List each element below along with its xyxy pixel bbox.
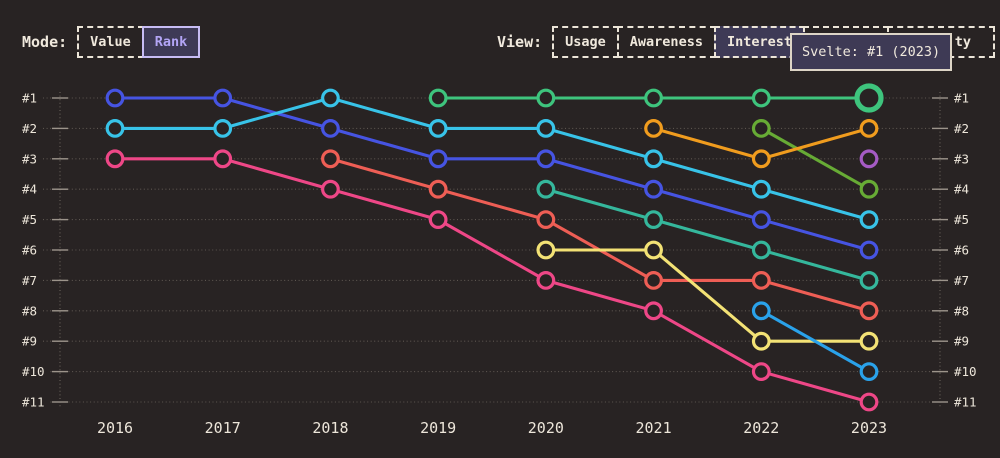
chart-point-pink-2020[interactable] [536,271,556,290]
rank-label-right: #10 [954,364,977,379]
chart-point-Svelte-2019[interactable] [428,88,448,108]
chart-line-pink [113,157,871,404]
chart-tooltip: Svelte: #1 (2023) [790,33,953,71]
chart-point-teal-2021[interactable] [644,210,663,230]
chart-point-teal-2020[interactable] [536,179,556,199]
rank-label-right: #2 [954,121,969,136]
year-label-2016: 2016 [97,419,133,437]
chart-point-teal-2022[interactable] [751,240,771,260]
chart-point-lime-2023[interactable] [859,179,879,199]
chart-point-orange-2021[interactable] [644,118,663,138]
chart-point-lime-2022[interactable] [751,118,771,138]
rank-label-left: #2 [22,121,37,136]
rank-label-right: #5 [954,212,969,227]
mode-toggle-group: Mode: Value Rank [22,26,201,58]
rank-label-left: #9 [22,334,37,349]
year-label-2021: 2021 [636,419,672,437]
chart-point-pink-2019[interactable] [428,210,448,230]
chart-line-teal [544,187,871,282]
chart-line-lime [759,126,871,191]
chart-line-cyan [113,96,871,222]
chart-point-yellow-2022[interactable] [751,331,771,351]
rank-label-left: #7 [22,273,37,288]
chart-point-blue-2018[interactable] [321,118,340,138]
chart-point-yellow-2023[interactable] [859,331,879,351]
rank-label-right: #6 [954,243,969,258]
chart-point-blue-2016[interactable] [105,88,125,108]
mode-option-value[interactable]: Value [77,26,144,58]
rank-label-right: #4 [954,182,969,197]
year-label-2018: 2018 [312,419,348,437]
chart-point-yellow-2021[interactable] [644,240,663,260]
chart-point-blue-2020[interactable] [536,149,556,169]
rank-label-left: #10 [22,364,45,379]
chart-point-sky-2022[interactable] [751,301,771,321]
chart-point-orange-2022[interactable] [751,149,771,169]
mode-option-rank[interactable]: Rank [141,26,201,58]
rank-label-left: #1 [22,91,37,106]
chart-point-pink-2018[interactable] [321,179,340,199]
year-label-2020: 2020 [528,419,564,437]
chart-point-pink-2017[interactable] [213,149,233,169]
chart-point-teal-2023[interactable] [859,271,879,290]
rank-label-left: #11 [22,395,45,410]
view-label: View: [497,33,543,51]
chart-line-blue [113,96,871,252]
rank-label-left: #5 [22,212,37,227]
mode-label: Mode: [22,33,68,51]
chart-point-cyan-2023[interactable] [859,210,879,230]
rank-label-left: #3 [22,151,37,166]
chart-point-orange-2023[interactable] [859,118,879,138]
chart-point-red-2022[interactable] [751,271,771,290]
chart-point-cyan-2020[interactable] [536,118,556,138]
chart-tooltip-text: Svelte: #1 (2023) [802,44,941,60]
chart-point-pink-2022[interactable] [751,362,771,382]
chart-point-red-2021[interactable] [644,271,663,290]
rank-label-right: #11 [954,395,977,410]
chart-point-blue-2017[interactable] [213,88,233,108]
chart-line-sky [759,309,871,374]
rank-label-left: #4 [22,182,37,197]
rank-label-right: #3 [954,151,969,166]
year-label-2019: 2019 [420,419,456,437]
rank-label-right: #8 [954,303,969,318]
chart-point-cyan-2018[interactable] [321,88,340,108]
chart-point-yellow-2020[interactable] [536,240,556,260]
chart-point-blue-2022[interactable] [751,210,771,230]
chart-point-red-2020[interactable] [536,210,556,230]
chart-point-pink-2021[interactable] [644,301,663,321]
chart-point-Svelte-2021[interactable] [644,88,663,108]
chart-line-red [328,157,871,313]
chart-point-cyan-2022[interactable] [751,179,771,199]
chart-point-Svelte-2023[interactable] [854,83,884,113]
chart-point-cyan-2021[interactable] [644,149,663,169]
chart-point-cyan-2019[interactable] [428,118,448,138]
year-label-2022: 2022 [743,419,779,437]
chart-point-red-2018[interactable] [321,149,340,169]
view-option-usage[interactable]: Usage [552,26,619,58]
year-label-2017: 2017 [205,419,241,437]
chart-point-Svelte-2022[interactable] [751,88,771,108]
chart-point-pink-2023[interactable] [859,392,879,412]
view-option-awareness[interactable]: Awareness [616,26,716,58]
view-option-interest[interactable]: Interest [713,26,805,58]
chart-point-sky-2023[interactable] [859,362,879,382]
chart-point-pink-2016[interactable] [105,149,125,169]
rank-label-left: #6 [22,243,37,258]
rank-label-left: #8 [22,303,37,318]
chart-point-red-2019[interactable] [428,179,448,199]
year-label-2023: 2023 [851,419,887,437]
chart-point-blue-2019[interactable] [428,149,448,169]
chart-point-blue-2023[interactable] [859,240,879,260]
rank-label-right: #1 [954,91,969,106]
chart-point-purple-2023[interactable] [859,149,879,169]
chart-point-red-2023[interactable] [859,301,879,321]
chart-point-Svelte-2020[interactable] [536,88,556,108]
chart-point-blue-2021[interactable] [644,179,663,199]
rank-label-right: #7 [954,273,969,288]
chart-point-cyan-2016[interactable] [105,118,125,138]
rank-label-right: #9 [954,334,969,349]
chart-point-cyan-2017[interactable] [213,118,233,138]
